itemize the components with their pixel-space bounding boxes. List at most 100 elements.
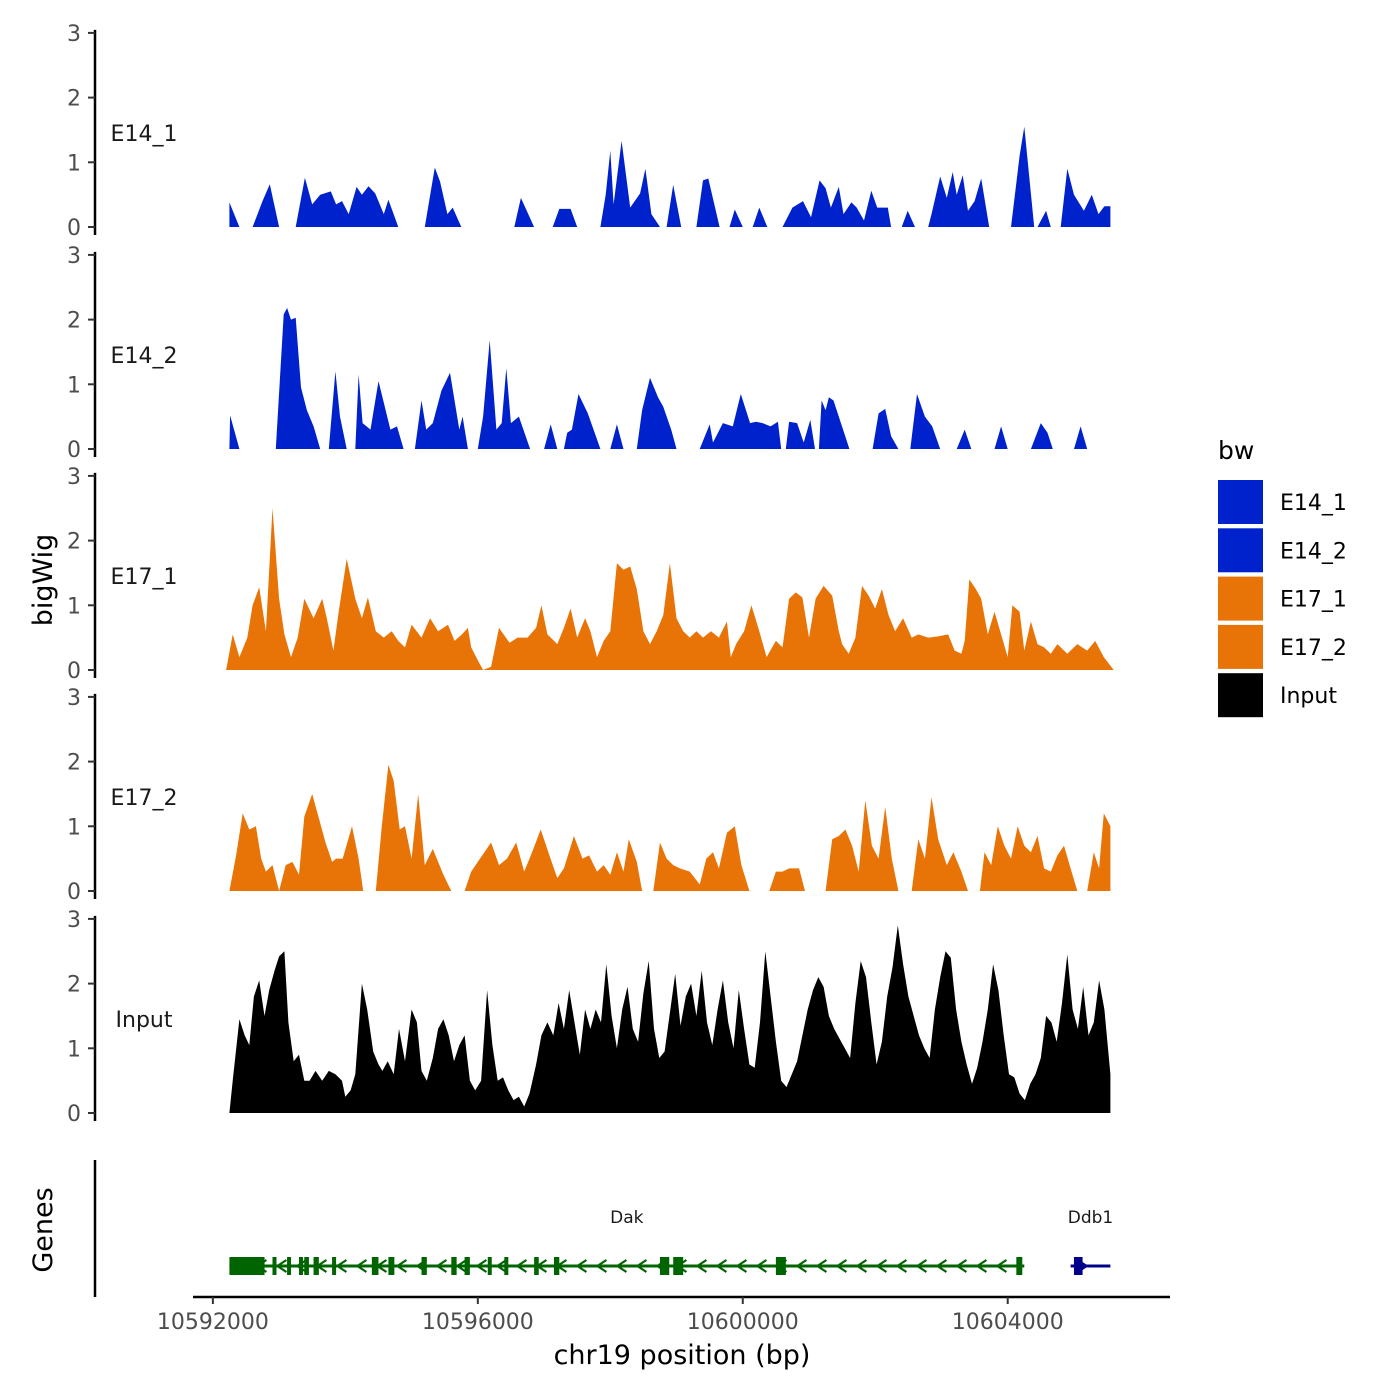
strand-arrow	[295, 1259, 308, 1273]
strand-arrow	[495, 1259, 508, 1273]
track-label: E14_1	[111, 122, 178, 147]
strand-arrow	[995, 1259, 1008, 1273]
y-tick-label: 0	[67, 1102, 81, 1127]
track-e17-2: 0 1 2 3 E17_2	[67, 686, 1111, 905]
y-tick-label: 2	[67, 530, 81, 555]
y-tick-label: 1	[67, 594, 81, 619]
strand-arrow	[635, 1259, 648, 1273]
exon	[775, 1257, 786, 1275]
strand-arrow	[735, 1259, 748, 1273]
track-input: 0 1 2 3 Input	[67, 908, 1111, 1127]
track-e14-1: 0 1 2 3 E14_1	[67, 22, 1111, 241]
track-label: E17_2	[111, 786, 178, 811]
area-e14-1	[229, 126, 1111, 227]
exon	[272, 1257, 277, 1275]
legend-swatch	[1218, 624, 1263, 669]
gene-ddb1: Ddb1	[1068, 1208, 1114, 1275]
legend-item-e14-1: E14_1	[1218, 480, 1347, 524]
strand-arrow	[935, 1259, 948, 1273]
exon	[464, 1257, 470, 1275]
y-tick-label: 3	[67, 22, 81, 47]
y-tick-label: 2	[67, 87, 81, 112]
gene-track: Dak Ddb1	[93, 1160, 1114, 1297]
y-tick-label: 1	[67, 373, 81, 398]
y-tick-label: 2	[67, 309, 81, 334]
legend-item-e17-2: E17_2	[1218, 624, 1347, 669]
exon	[421, 1257, 427, 1275]
gene-name-label: Ddb1	[1068, 1208, 1114, 1228]
track-label: E17_1	[111, 565, 178, 590]
y-tick-label: 1	[67, 151, 81, 176]
gene-dak: Dak	[229, 1208, 1025, 1275]
exon	[371, 1257, 379, 1275]
y-tick-label: 2	[67, 751, 81, 776]
area-e17-2	[229, 764, 1111, 891]
x-tick-label: 10596000	[422, 1310, 534, 1335]
exon	[451, 1257, 457, 1275]
strand-arrow	[575, 1259, 588, 1273]
strand-arrow	[875, 1259, 888, 1273]
exon	[534, 1257, 539, 1275]
y-tick-label: 1	[67, 815, 81, 840]
strand-arrow	[955, 1259, 968, 1273]
strand-arrow	[915, 1259, 928, 1273]
exon	[298, 1257, 303, 1275]
exon	[1073, 1257, 1083, 1275]
genes-axis-label: Genes	[28, 1187, 59, 1272]
exon	[1016, 1257, 1023, 1275]
strand-arrow	[835, 1259, 848, 1273]
strand-arrow	[435, 1259, 448, 1273]
strand-arrow	[335, 1259, 348, 1273]
track-e17-1: 0 1 2 3 E17_1	[67, 465, 1114, 684]
x-tick-label: 10592000	[157, 1310, 269, 1335]
y-tick-label: 0	[67, 659, 81, 684]
y-tick-label: 0	[67, 880, 81, 905]
strand-arrow	[475, 1259, 488, 1273]
legend-swatch	[1218, 576, 1263, 621]
y-tick-label: 1	[67, 1037, 81, 1062]
area-e14-2	[229, 308, 1111, 449]
legend-label: Input	[1280, 684, 1337, 709]
legend-title: bw	[1218, 436, 1254, 465]
exon	[553, 1257, 560, 1275]
x-tick-label: 10604000	[952, 1310, 1064, 1335]
strand-arrow	[855, 1259, 868, 1273]
exon	[304, 1257, 309, 1275]
y-tick-label: 3	[67, 244, 81, 269]
exon	[229, 1257, 265, 1275]
area-input	[229, 925, 1111, 1113]
exon	[659, 1257, 670, 1275]
strand-arrow	[455, 1259, 468, 1273]
strand-arrow	[815, 1259, 828, 1273]
legend-item-e14-2: E14_2	[1218, 528, 1347, 573]
y-tick-label: 0	[67, 216, 81, 241]
y-axis-label: bigWig	[28, 534, 59, 627]
y-tick-label: 2	[67, 973, 81, 998]
legend-label: E14_2	[1280, 539, 1347, 564]
strand-arrow	[595, 1259, 608, 1273]
gene-name-label: Dak	[610, 1208, 644, 1228]
exon	[287, 1257, 292, 1275]
strand-arrow	[615, 1259, 628, 1273]
y-tick-label: 3	[67, 465, 81, 490]
legend-item-input: Input	[1218, 673, 1337, 718]
track-e14-2: 0 1 2 3 E14_2	[67, 244, 1111, 463]
x-axis: 10592000 10596000 10600000 10604000	[157, 1295, 1170, 1335]
strand-arrow	[695, 1259, 708, 1273]
strand-arrow	[275, 1259, 288, 1273]
y-tick-label: 3	[67, 686, 81, 711]
exon	[487, 1257, 492, 1275]
strand-arrow	[395, 1259, 408, 1273]
exon	[504, 1257, 509, 1275]
legend-label: E17_2	[1280, 636, 1347, 661]
strand-arrow	[895, 1259, 908, 1273]
strand-arrow	[355, 1259, 368, 1273]
strand-arrow	[795, 1259, 808, 1273]
track-label: Input	[116, 1008, 173, 1033]
legend-swatch	[1218, 480, 1263, 524]
y-tick-label: 0	[67, 438, 81, 463]
exon	[673, 1257, 684, 1275]
area-e17-1	[226, 508, 1114, 670]
signal-tracks: 0 1 2 3 E14_1 0 1 2 3 E14_2 0 1 2 3 E17_1 0 1 2 3 E17_2 0 1 2 3…	[67, 22, 1114, 1127]
